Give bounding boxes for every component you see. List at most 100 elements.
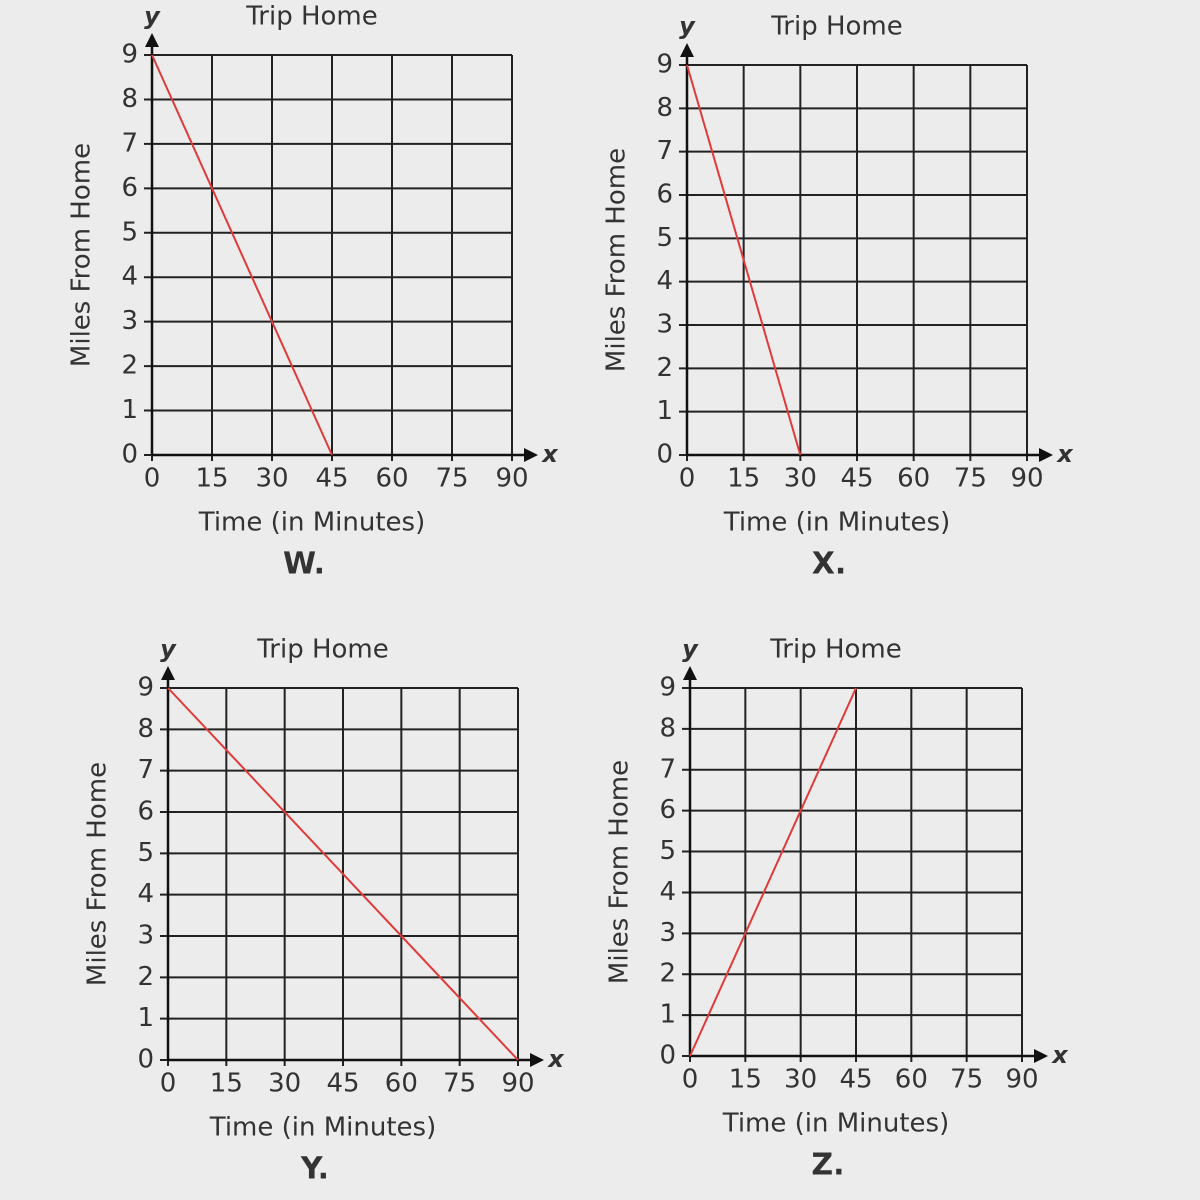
y-arrow [683,666,697,680]
x-symbol: x [1056,440,1074,468]
y-tick-label: 3 [656,310,673,340]
x-tick-label: 45 [840,464,873,494]
x-tick-label: 90 [1010,464,1043,494]
y-tick-label: 2 [656,353,673,383]
x-tick-label: 60 [385,1069,418,1099]
chart-caption: Y. [300,1152,329,1187]
y-tick-label: 3 [121,306,138,336]
x-tick-label: 30 [784,1065,817,1095]
x-tick-label: 45 [315,464,348,494]
y-tick-label: 3 [137,921,154,951]
y-arrow [145,33,159,47]
y-tick-label: 2 [659,959,676,989]
x-tick-label: 75 [435,464,468,494]
x-symbol: x [547,1045,565,1073]
x-tick-label: 75 [950,1065,983,1095]
x-tick-label: 90 [495,464,528,494]
chart-title: Trip Home [256,635,389,665]
y-tick-label: 6 [659,795,676,825]
y-tick-label: 9 [121,40,138,70]
y-tick-label: 0 [656,440,673,470]
x-tick-label: 75 [443,1069,476,1099]
y-tick-label: 7 [137,755,154,785]
x-tick-label: 60 [897,464,930,494]
x-tick-label: 15 [195,464,228,494]
y-tick-label: 4 [137,879,154,909]
x-tick-label: 0 [144,464,161,494]
y-tick-label: 7 [121,128,138,158]
x-axis-label: Time (in Minutes) [209,1113,437,1143]
x-axis-label: Time (in Minutes) [723,508,951,538]
y-tick-label: 5 [121,217,138,247]
x-tick-label: 60 [895,1065,928,1095]
y-axis-label: Miles From Home [602,148,632,372]
x-tick-label: 90 [1005,1065,1038,1095]
y-tick-label: 4 [656,266,673,296]
x-tick-label: 75 [954,464,987,494]
x-tick-label: 0 [682,1065,699,1095]
x-tick-label: 30 [784,464,817,494]
data-line [689,687,857,1057]
chart-caption: W. [283,547,325,582]
y-tick-label: 4 [121,262,138,292]
y-tick-label: 7 [656,136,673,166]
x-arrow [1039,448,1053,462]
data-line [686,64,802,456]
y-tick-label: 5 [659,836,676,866]
x-tick-label: 45 [839,1065,872,1095]
y-tick-label: 6 [121,173,138,203]
y-tick-label: 2 [121,351,138,381]
y-tick-label: 7 [659,754,676,784]
y-tick-label: 3 [659,918,676,948]
y-tick-label: 9 [659,673,676,703]
data-line [151,54,333,456]
x-tick-label: 45 [326,1069,359,1099]
x-tick-label: 0 [160,1069,177,1099]
x-tick-label: 15 [210,1069,243,1099]
x-tick-label: 30 [255,464,288,494]
y-tick-label: 8 [659,713,676,743]
y-axis-label: Miles From Home [83,762,113,986]
chart-caption: Z. [811,1148,844,1183]
y-tick-label: 1 [656,396,673,426]
y-tick-label: 0 [121,440,138,470]
x-tick-label: 15 [729,1065,762,1095]
x-tick-label: 60 [375,464,408,494]
y-tick-label: 5 [137,838,154,868]
chart-title: Trip Home [245,2,378,32]
y-arrow [680,43,694,57]
y-tick-label: 8 [656,93,673,123]
x-tick-label: 30 [268,1069,301,1099]
y-tick-label: 0 [659,1041,676,1071]
y-tick-label: 1 [121,395,138,425]
y-symbol: y [682,635,699,663]
y-tick-label: 1 [137,1003,154,1033]
x-tick-label: 15 [727,464,760,494]
y-tick-label: 0 [137,1045,154,1075]
x-symbol: x [1051,1041,1069,1069]
x-symbol: x [541,440,559,468]
x-tick-label: 90 [501,1069,534,1099]
x-arrow [524,448,538,462]
y-tick-label: 9 [656,50,673,80]
x-axis-label: Time (in Minutes) [198,508,426,538]
y-tick-label: 2 [137,962,154,992]
x-arrow [530,1053,544,1067]
y-symbol: y [160,635,177,663]
chart-caption: X. [812,547,847,582]
y-tick-label: 6 [137,797,154,827]
y-arrow [161,666,175,680]
x-arrow [1034,1049,1048,1063]
y-axis-label: Miles From Home [67,143,97,367]
chart-title: Trip Home [770,12,903,42]
y-axis-label: Miles From Home [605,760,635,984]
x-axis-label: Time (in Minutes) [722,1109,950,1139]
y-symbol: y [144,2,161,30]
data-line [167,687,519,1061]
y-tick-label: 8 [137,714,154,744]
y-tick-label: 9 [137,673,154,703]
y-tick-label: 8 [121,84,138,114]
y-tick-label: 5 [656,223,673,253]
y-tick-label: 4 [659,877,676,907]
